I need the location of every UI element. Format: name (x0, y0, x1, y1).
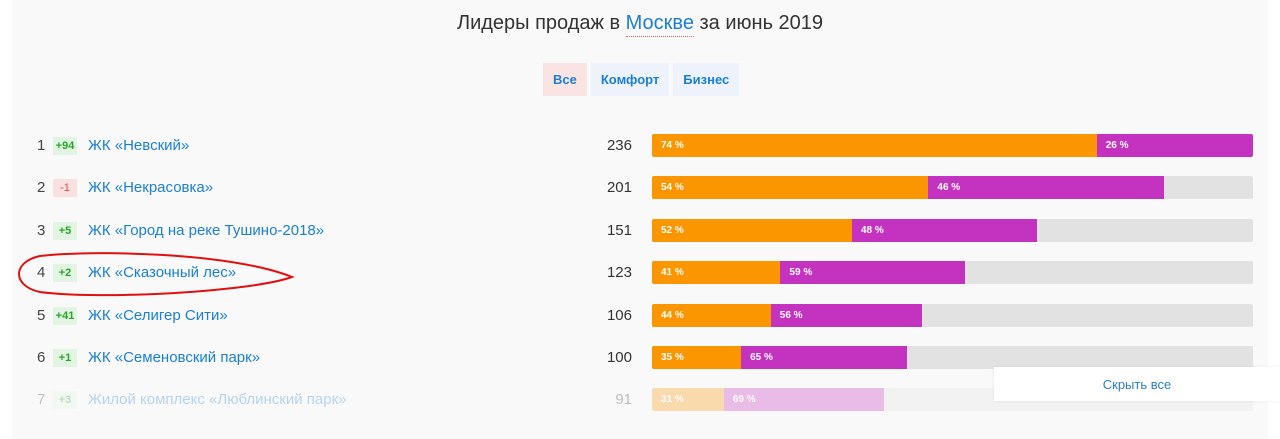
sales-count: 123 (606, 264, 632, 282)
bar-segment-b: 69 % (723, 388, 884, 412)
rank: 3 (37, 221, 46, 239)
bar-segment-b: 26 % (1096, 134, 1253, 157)
tab-all[interactable]: Все (543, 63, 587, 96)
rank: 2 (37, 179, 46, 197)
table-row: 2 -1 ЖК «Некрасовка» 201 54 % 46 % (0, 176, 1280, 200)
rank-change-badge: +41 (53, 306, 77, 325)
class-tabs: Все Комфорт Бизнес (543, 63, 740, 96)
sales-count: 236 (606, 137, 632, 154)
sales-count: 201 (606, 179, 632, 197)
table-row: 6 +1 ЖК «Семеновский парк» 100 35 % 65 % (0, 346, 1280, 370)
rank-change-badge: +1 (53, 349, 77, 367)
sales-bar: 35 % 65 % (652, 346, 1253, 369)
complex-link[interactable]: ЖК «Семеновский парк» (88, 349, 261, 366)
sales-bar: 74 % 26 % (652, 134, 1253, 157)
sales-count: 106 (606, 306, 632, 324)
sales-bar: 44 % 56 % (652, 303, 1253, 327)
bar-segment-a: 41 % (652, 261, 781, 285)
complex-link[interactable]: ЖК «Город на реке Тушино-2018» (88, 221, 325, 239)
complex-link[interactable]: ЖК «Сказочный лес» (88, 264, 237, 282)
rank-change-badge: +5 (53, 221, 77, 240)
tab-comfort[interactable]: Комфорт (590, 63, 670, 96)
bar-segment-b: 65 % (741, 346, 907, 369)
hide-all-button[interactable]: Скрыть все (994, 367, 1280, 401)
rank: 4 (37, 264, 46, 282)
table-row: 3 +5 ЖК «Город на реке Тушино-2018» 151 … (0, 218, 1280, 243)
page-title: Лидеры продаж в Москве за июнь 2019 (0, 12, 1280, 37)
sales-count: 91 (615, 391, 632, 409)
rank-change-badge: -1 (53, 179, 77, 198)
bar-segment-b: 56 % (770, 303, 922, 327)
sales-bar: 41 % 59 % (652, 261, 1253, 285)
rank: 7 (37, 391, 46, 409)
rank: 6 (37, 349, 46, 366)
complex-link[interactable]: ЖК «Селигер Сити» (88, 306, 228, 324)
table-row: 7 +3 Жилой комплекс «Люблинский парк» 91… (0, 388, 1280, 412)
bar-segment-a: 31 % (652, 388, 724, 412)
sales-count: 100 (606, 349, 632, 366)
bar-segment-a: 74 % (652, 134, 1097, 157)
bar-segment-a: 44 % (652, 303, 771, 327)
bar-segment-a: 54 % (652, 176, 929, 200)
rank-change-badge: +2 (53, 264, 77, 283)
sales-bar: 52 % 48 % (652, 218, 1253, 242)
city-selector[interactable]: Москве (625, 12, 694, 37)
table-row: 4 +2 ЖК «Сказочный лес» 123 41 % 59 % (0, 261, 1280, 285)
rank-change-badge: +3 (53, 391, 77, 410)
complex-link[interactable]: ЖК «Невский» (88, 137, 190, 154)
rank-change-badge: +94 (53, 137, 77, 155)
bar-segment-b: 46 % (928, 176, 1164, 200)
sales-count: 151 (606, 221, 632, 239)
rank: 5 (37, 306, 46, 324)
table-row: 5 +41 ЖК «Селигер Сити» 106 44 % 56 % (0, 303, 1280, 328)
rank: 1 (37, 137, 46, 154)
table-row: 1 +94 ЖК «Невский» 236 74 % 26 % (0, 134, 1280, 158)
sales-bar: 54 % 46 % (652, 176, 1253, 200)
bar-segment-b: 48 % (851, 218, 1037, 242)
bar-segment-a: 52 % (652, 218, 852, 242)
bar-segment-b: 59 % (780, 261, 966, 285)
complex-link[interactable]: Жилой комплекс «Люблинский парк» (88, 391, 347, 409)
complex-link[interactable]: ЖК «Некрасовка» (88, 179, 214, 197)
tab-business[interactable]: Бизнес (673, 63, 740, 96)
bar-segment-a: 35 % (652, 346, 742, 369)
